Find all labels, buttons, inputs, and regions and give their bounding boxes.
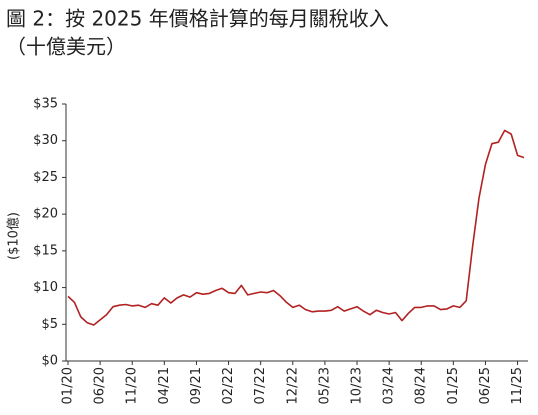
x-tick-label: 12/22 <box>285 367 300 404</box>
x-tick-label: 05/23 <box>317 367 332 404</box>
x-tick-label: 03/24 <box>382 367 397 404</box>
x-tick-label: 06/20 <box>93 367 108 404</box>
x-tick-label: 07/22 <box>253 367 268 404</box>
chart-subtitle: （十億美元） <box>6 35 126 59</box>
x-tick-label: 04/21 <box>157 367 172 404</box>
x-tick-label: 02/22 <box>221 367 236 404</box>
x-tick-label: 01/20 <box>61 367 76 404</box>
y-tick-label: $15 <box>33 243 58 258</box>
y-tick-label: $35 <box>33 97 58 112</box>
y-tick-label: $0 <box>41 354 58 369</box>
x-tick-label: 09/21 <box>189 367 204 404</box>
x-tick-label: 08/24 <box>414 367 429 404</box>
data-line <box>67 129 525 326</box>
y-tick-label: $20 <box>33 207 58 222</box>
x-tick-label: 06/25 <box>478 367 493 404</box>
x-tick-label: 11/25 <box>510 367 525 404</box>
y-tick-label: $25 <box>33 170 58 185</box>
y-tick-label: $5 <box>41 317 58 332</box>
y-axis-label: ($10億) <box>6 212 22 260</box>
y-tick-label: $30 <box>33 133 58 148</box>
chart-title: 圖 2：按 2025 年價格計算的每月關稅收入 <box>6 7 389 31</box>
y-tick-label: $10 <box>33 280 58 295</box>
x-tick-label: 11/20 <box>125 367 140 404</box>
x-tick-label: 01/25 <box>446 367 461 404</box>
x-tick-label: 10/23 <box>350 367 365 404</box>
